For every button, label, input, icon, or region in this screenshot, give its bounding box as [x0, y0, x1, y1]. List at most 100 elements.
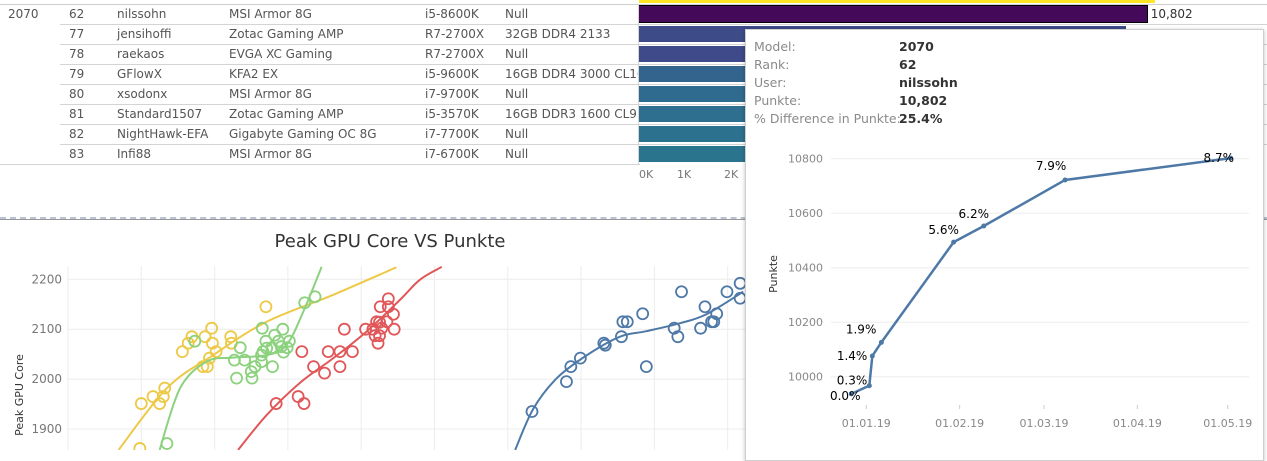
scatter-point[interactable]	[675, 285, 688, 299]
scatter-point[interactable]	[620, 315, 634, 329]
trend-line	[514, 290, 744, 450]
line-point[interactable]	[869, 353, 875, 359]
scatter-point[interactable]	[259, 300, 273, 314]
y-tick-label: 10600	[788, 207, 823, 220]
y-tick-label: 2000	[31, 372, 62, 386]
scatter-point[interactable]	[230, 371, 243, 385]
tooltip-field-label: User:	[754, 75, 787, 90]
scatter-point[interactable]	[710, 307, 724, 321]
scatter-point[interactable]	[224, 330, 238, 344]
scatter-point[interactable]	[333, 360, 347, 374]
scatter-title: Peak GPU Core VS Punkte	[274, 231, 506, 252]
line-point[interactable]	[848, 391, 854, 397]
punkte-bar[interactable]	[638, 5, 1148, 23]
row-divider	[60, 44, 1267, 45]
cell-user: raekaos	[117, 47, 165, 61]
x-tick-label: 01.03.19	[1020, 417, 1069, 430]
scatter-point[interactable]	[308, 290, 322, 304]
scatter-point[interactable]	[564, 360, 578, 374]
x-tick-label: 01.04.19	[1113, 417, 1162, 430]
trend-line	[117, 266, 397, 450]
scatter-point[interactable]	[371, 336, 385, 350]
scatter-point[interactable]	[175, 345, 189, 359]
line-point[interactable]	[1228, 155, 1234, 161]
line-point[interactable]	[866, 383, 872, 389]
scatter-point[interactable]	[307, 360, 320, 374]
scatter-point[interactable]	[255, 355, 268, 369]
row-divider	[60, 64, 1267, 65]
scatter-point[interactable]	[245, 371, 259, 385]
scatter-point[interactable]	[560, 375, 573, 388]
cell-card: Zotac Gaming AMP	[229, 27, 344, 41]
scatter-point[interactable]	[616, 315, 630, 329]
scatter-point[interactable]	[720, 285, 734, 299]
y-tick-label: 10200	[788, 316, 823, 329]
scatter-point[interactable]	[598, 338, 612, 352]
scatter-point[interactable]	[153, 397, 167, 410]
scatter-point[interactable]	[387, 322, 401, 336]
scatter-point[interactable]	[158, 381, 172, 395]
cell-cpu: i5-9600K	[425, 67, 479, 81]
scatter-point[interactable]	[373, 329, 386, 343]
scatter-point[interactable]	[346, 345, 359, 359]
scatter-point[interactable]	[209, 345, 223, 359]
partial-row-bar[interactable]	[639, 0, 1155, 3]
trend-line	[237, 266, 443, 450]
scatter-point[interactable]	[133, 442, 147, 450]
cell-user: nilssohn	[117, 7, 167, 21]
scatter-point[interactable]	[156, 390, 170, 403]
line-point[interactable]	[981, 223, 987, 229]
scatter-point[interactable]	[333, 345, 347, 359]
scatter-point[interactable]	[368, 329, 382, 343]
scatter-point[interactable]	[238, 353, 252, 367]
punkte-line	[850, 156, 1231, 396]
scatter-point[interactable]	[280, 341, 294, 355]
scatter-point[interactable]	[265, 341, 279, 355]
scatter-point[interactable]	[597, 336, 611, 350]
scatter-point[interactable]	[134, 397, 148, 410]
scatter-point[interactable]	[373, 300, 387, 314]
tooltip-field-value: nilssohn	[899, 75, 958, 90]
scatter-point[interactable]	[671, 330, 685, 344]
scatter-point[interactable]	[198, 330, 212, 344]
scatter-point[interactable]	[573, 351, 587, 365]
scatter-point[interactable]	[381, 292, 395, 306]
scatter-point[interactable]	[387, 307, 400, 321]
scatter-point[interactable]	[366, 322, 380, 336]
scatter-point[interactable]	[318, 366, 331, 380]
scatter-point[interactable]	[615, 330, 628, 344]
scatter-point[interactable]	[707, 315, 721, 329]
line-point[interactable]	[1062, 177, 1068, 183]
scatter-point[interactable]	[160, 437, 174, 450]
scatter-point[interactable]	[298, 296, 312, 310]
scatter-point[interactable]	[233, 341, 247, 355]
scatter-point[interactable]	[297, 397, 311, 410]
pct-label: 7.9%	[1036, 159, 1067, 173]
scatter-point[interactable]	[260, 341, 274, 355]
scatter-point[interactable]	[636, 307, 650, 321]
scatter-point[interactable]	[188, 334, 202, 348]
scatter-point[interactable]	[205, 321, 219, 335]
scatter-point[interactable]	[282, 334, 296, 348]
line-point[interactable]	[878, 339, 884, 345]
line-point[interactable]	[951, 239, 957, 245]
scatter-point[interactable]	[639, 360, 653, 374]
scatter-point[interactable]	[698, 300, 712, 314]
scatter-point[interactable]	[373, 315, 386, 329]
scatter-point[interactable]	[380, 315, 394, 329]
scatter-point[interactable]	[255, 321, 269, 335]
scatter-point[interactable]	[269, 397, 283, 410]
cell-rank: 78	[69, 47, 85, 61]
tooltip-field-label: Rank:	[754, 57, 790, 72]
scatter-point[interactable]	[276, 322, 290, 336]
scatter-point[interactable]	[694, 321, 707, 335]
scatter-point[interactable]	[359, 322, 372, 336]
scatter-point[interactable]	[337, 322, 351, 336]
scatter-point[interactable]	[525, 405, 539, 418]
scatter-point[interactable]	[295, 345, 309, 359]
scatter-point[interactable]	[266, 360, 279, 374]
scatter-point[interactable]	[181, 336, 195, 350]
cell-ram: 32GB DDR4 2133	[505, 27, 611, 41]
cell-user: Standard1507	[117, 107, 203, 121]
cell-card: MSI Armor 8G	[229, 87, 312, 101]
